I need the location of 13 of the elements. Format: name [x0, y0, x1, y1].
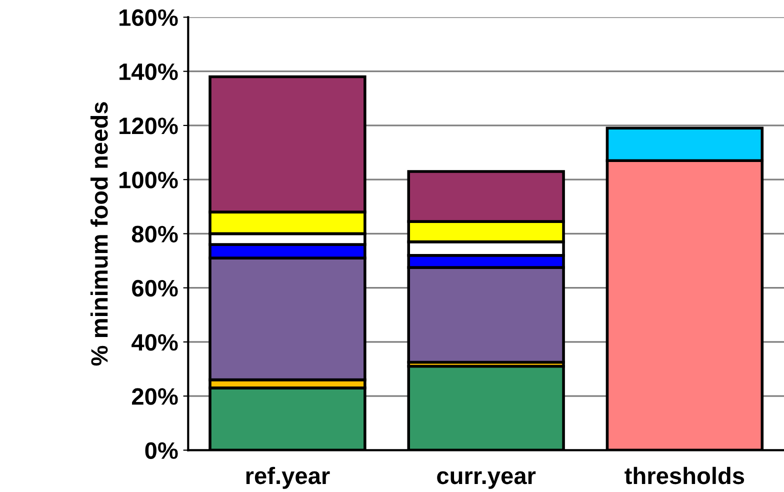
y-tick-label: 60% — [132, 280, 178, 297]
x-tick-label: curr.year — [437, 471, 536, 489]
y-tick-label: 100% — [120, 172, 178, 188]
x-tick-label: ref.year — [246, 466, 330, 489]
y-tick-label: 20% — [132, 388, 178, 405]
y-tick-label: 0% — [145, 442, 178, 459]
y-tick-label: 120% — [120, 118, 178, 134]
y-tick-label: 160% — [120, 9, 178, 26]
y-tick-label: 80% — [132, 226, 178, 242]
x-tick-label: thresholds — [624, 466, 744, 484]
y-axis-title: % minimum food needs — [90, 102, 108, 366]
y-tick-label: 140% — [120, 63, 178, 80]
y-tick-label: 40% — [132, 334, 178, 351]
